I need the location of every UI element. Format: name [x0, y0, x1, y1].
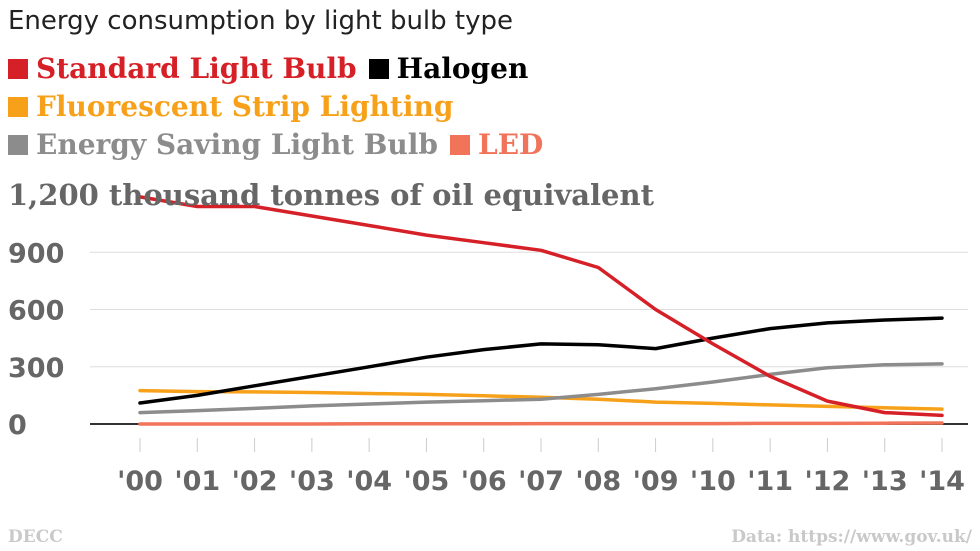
series-line-led — [138, 421, 944, 426]
y-tick-label: 300 — [8, 353, 64, 384]
series-lines — [138, 195, 944, 426]
chart-title: Energy consumption by light bulb type — [8, 6, 513, 36]
x-tick-label: '14 — [919, 466, 965, 497]
series-line-halogen — [138, 316, 944, 405]
x-tick-label: '04 — [346, 466, 392, 497]
legend-item-standard: Standard Light Bulb — [8, 52, 357, 85]
data-source-link: Data: https://www.gov.uk/ — [731, 527, 972, 547]
legend-swatch-led — [450, 134, 470, 155]
x-tick-label: '03 — [289, 466, 335, 497]
legend-item-led: LED — [450, 128, 543, 161]
legend-item-fluorescent: Fluorescent Strip Lighting — [8, 90, 453, 123]
legend-label-led: LED — [478, 128, 544, 161]
x-tick-label: '06 — [461, 466, 507, 497]
legend-label-fluorescent: Fluorescent Strip Lighting — [36, 90, 454, 123]
x-tick-label: '02 — [232, 466, 278, 497]
legend-swatch-halogen — [368, 58, 389, 79]
legend-row-1: Standard Light Bulb Halogen — [8, 52, 540, 85]
y-tick-label: 900 — [8, 238, 64, 269]
x-tick-label: '13 — [862, 466, 908, 497]
legend-row-3: Energy Saving Light Bulb LED — [8, 128, 555, 161]
series-line-standard-light-bulb — [138, 195, 944, 418]
x-tick-label: '12 — [805, 466, 851, 497]
legend-label-standard: Standard Light Bulb — [36, 52, 357, 85]
x-tick-label: '00 — [117, 466, 163, 497]
legend-swatch-energy-saving — [8, 134, 28, 155]
x-axis: '00 '01 '02 '03 '04 '05 '06 '07 '08 '09 '10 '11 '12 '… — [117, 438, 965, 497]
source-credit: DECC — [8, 527, 63, 547]
x-tick-label: '01 — [174, 466, 220, 497]
y-tick-label: 600 — [8, 296, 64, 327]
legend-swatch-standard — [8, 58, 28, 79]
y-axis: 0 300 600 900 1,200 thousand tonnes of oil e… — [8, 178, 655, 441]
y-tick-label: 0 — [8, 410, 27, 441]
x-tick-label: '08 — [575, 466, 621, 497]
x-tick-label: '10 — [690, 466, 736, 497]
legend-row-2: Fluorescent Strip Lighting — [8, 90, 465, 123]
series-line-energy-saving-light-bulb — [138, 362, 944, 415]
legend-label-halogen: Halogen — [396, 52, 529, 85]
series-line-fluorescent-strip-lighting — [138, 388, 944, 411]
x-tick-label: '07 — [518, 466, 564, 497]
y-tick-label-top: 1,200 thousand tonnes of oil equivalent — [8, 178, 655, 212]
x-tick-label: '09 — [633, 466, 679, 497]
legend-item-energy-saving: Energy Saving Light Bulb — [8, 128, 438, 161]
legend-label-energy-saving: Energy Saving Light Bulb — [36, 128, 438, 161]
legend-item-halogen: Halogen — [368, 52, 529, 85]
legend-swatch-fluorescent — [8, 96, 28, 117]
x-tick-label: '05 — [404, 466, 450, 497]
x-tick-label: '11 — [747, 466, 793, 497]
